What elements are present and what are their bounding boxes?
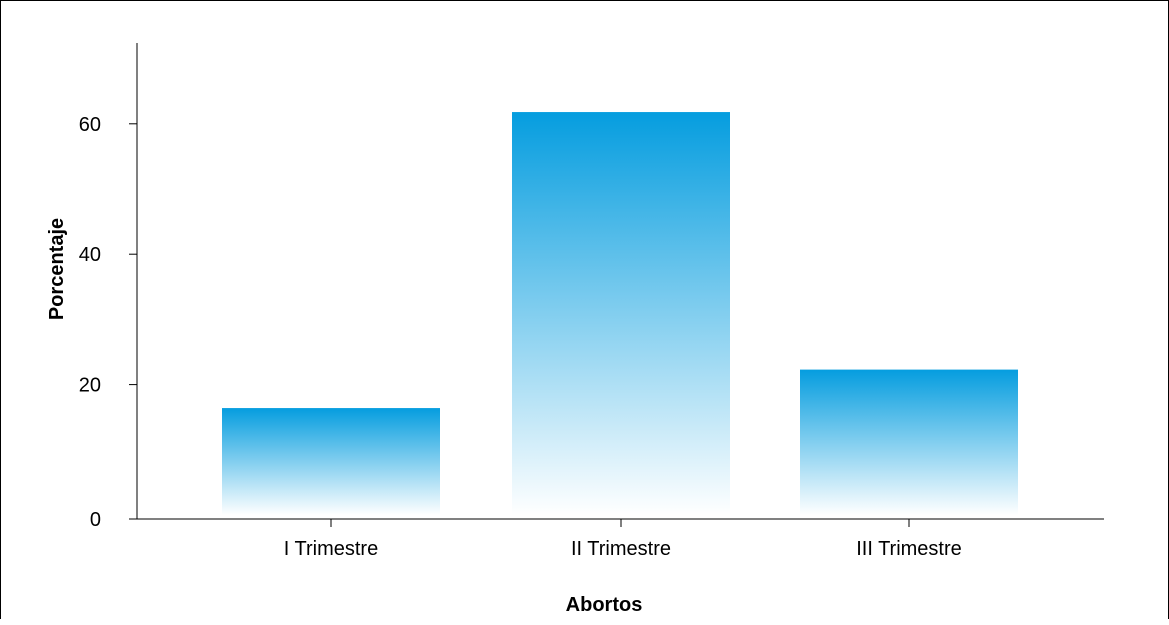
- y-tick-label: 40: [79, 244, 101, 266]
- x-ticks-layer: I Trimestre II Trimestre III Trimestre: [284, 519, 962, 560]
- bar-3: [800, 369, 1018, 515]
- bars-layer: [222, 112, 1018, 516]
- y-tick-label: 20: [79, 375, 101, 397]
- y-ticks-layer: 0 20 40 60: [79, 114, 137, 531]
- x-tick-label: III Trimestre: [856, 538, 962, 560]
- x-axis-label: Abortos: [566, 594, 643, 616]
- x-tick-label: II Trimestre: [571, 538, 671, 560]
- y-axis-label: Porcentaje: [46, 218, 68, 320]
- x-tick-label: I Trimestre: [284, 538, 378, 560]
- y-tick-label: 0: [90, 509, 101, 531]
- bar-2: [512, 112, 730, 516]
- y-tick-label: 60: [79, 114, 101, 136]
- bar-1: [222, 408, 440, 515]
